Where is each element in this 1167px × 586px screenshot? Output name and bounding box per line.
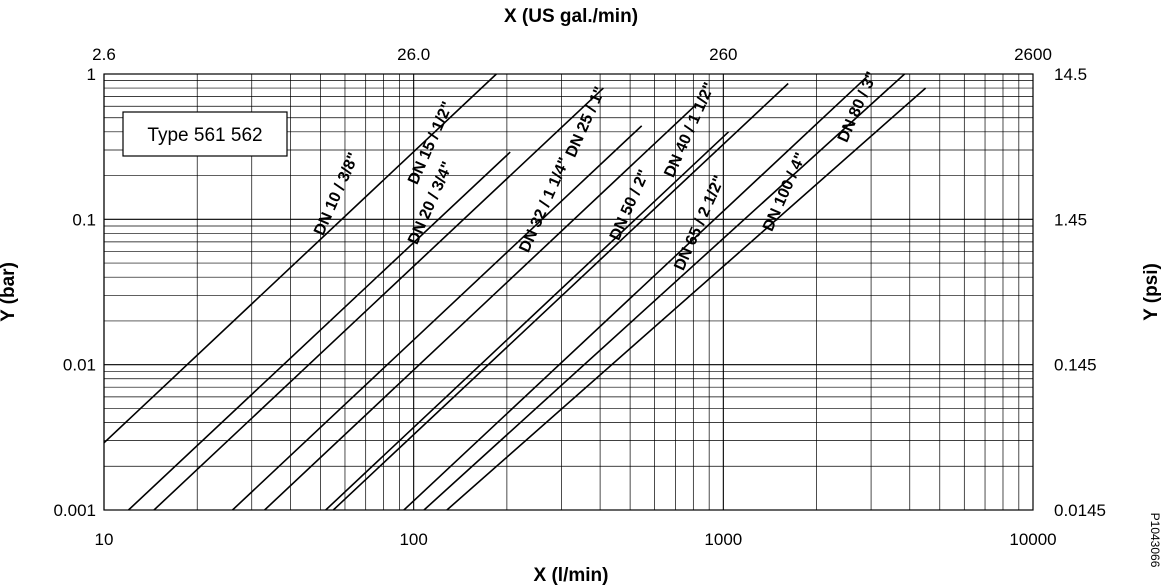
series-label: DN 100 / 4" (760, 150, 810, 234)
annotation-box (122, 111, 288, 157)
x-tick-label: 10 (95, 530, 114, 549)
series-label: DN 65 / 2 1/2" (671, 173, 728, 273)
series-line (264, 103, 698, 511)
y2-tick-label: 14.5 (1054, 65, 1087, 84)
chart-grid (103, 74, 1033, 511)
y2-tick-label: 0.145 (1054, 356, 1097, 375)
y2-axis-title: Y (psi) (1141, 263, 1162, 321)
series-line (332, 82, 789, 511)
x2-axis-title: X (US gal./min) (504, 6, 638, 27)
series-line (325, 131, 730, 511)
y-tick-label: 0.001 (53, 501, 96, 520)
x-tick-label: 1000 (704, 530, 742, 549)
series-label: DN 32 / 1 1/4" (516, 155, 573, 255)
y-tick-label: 0.1 (72, 210, 96, 229)
annotation-text: Type 561 562 (147, 125, 262, 146)
x2-tick-label: 2600 (1014, 45, 1052, 64)
series-line (103, 73, 497, 444)
series-label: DN 25 / 1" (563, 84, 609, 160)
series-line (231, 125, 643, 511)
tick-labels: 10 100 1000 10000 2.6 26.0 260 2600 0.001 0.01 0.1… (53, 45, 1106, 549)
series-line (423, 73, 906, 511)
series-line (446, 87, 927, 511)
x2-tick-label: 26.0 (397, 45, 430, 64)
series-line (403, 76, 868, 511)
x2-tick-label: 260 (709, 45, 737, 64)
series-line (153, 87, 604, 511)
y-tick-label: 0.01 (63, 356, 96, 375)
type-annotation: Type 561 562 (122, 111, 288, 157)
x-axis-title: X (l/min) (534, 565, 609, 586)
x-tick-label: 10000 (1009, 530, 1056, 549)
y2-tick-label: 0.0145 (1054, 501, 1106, 520)
x2-tick-label: 2.6 (92, 45, 116, 64)
x-tick-label: 100 (399, 530, 427, 549)
y2-tick-label: 1.45 (1054, 210, 1087, 229)
series-line (127, 151, 511, 511)
y-tick-label: 1 (87, 65, 96, 84)
document-id: P1043066 (1148, 513, 1162, 568)
plot-frame (103, 73, 1034, 511)
y-axis-title: Y (bar) (0, 262, 19, 322)
